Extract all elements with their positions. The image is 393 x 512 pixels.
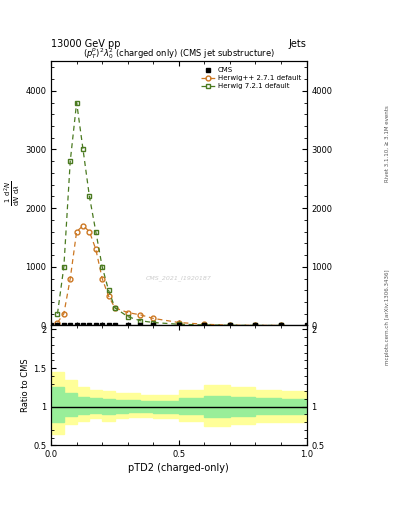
Bar [115, 393, 128, 418]
Bar [141, 400, 153, 412]
Bar [51, 372, 64, 434]
Bar [115, 400, 128, 413]
Text: Jets: Jets [289, 38, 307, 49]
Bar [102, 391, 115, 421]
Bar [230, 397, 255, 416]
Bar [281, 391, 307, 422]
Text: mcplots.cern.ch [arXiv:1306.3436]: mcplots.cern.ch [arXiv:1306.3436] [385, 270, 389, 365]
Bar [204, 396, 230, 417]
Bar [153, 400, 179, 413]
Bar [64, 393, 77, 416]
Bar [179, 398, 204, 415]
Text: CMS_2021_I1920187: CMS_2021_I1920187 [146, 275, 212, 281]
Y-axis label: $\frac{1}{\mathrm{d}N}\frac{\mathrm{d}^2 N}{\mathrm{d}\lambda}$: $\frac{1}{\mathrm{d}N}\frac{\mathrm{d}^2… [3, 181, 22, 206]
Bar [281, 399, 307, 415]
Bar [179, 390, 204, 421]
Title: $(p_T^p)^2\lambda_0^2$ (charged only) (CMS jet substructure): $(p_T^p)^2\lambda_0^2$ (charged only) (C… [83, 47, 275, 61]
Bar [255, 390, 281, 422]
Bar [204, 385, 230, 426]
Bar [77, 397, 90, 415]
Bar [64, 379, 77, 424]
Bar [153, 395, 179, 418]
Bar [77, 388, 90, 421]
Text: 13000 GeV pp: 13000 GeV pp [51, 38, 121, 49]
Bar [255, 398, 281, 415]
Bar [90, 398, 102, 413]
Bar [90, 390, 102, 418]
X-axis label: pTD2 (charged-only): pTD2 (charged-only) [129, 463, 229, 474]
Bar [102, 399, 115, 415]
Bar [128, 393, 141, 417]
Bar [141, 395, 153, 417]
Bar [230, 388, 255, 424]
Bar [51, 388, 64, 422]
Text: Rivet 3.1.10, ≥ 3.1M events: Rivet 3.1.10, ≥ 3.1M events [385, 105, 389, 182]
Legend: CMS, Herwig++ 2.7.1 default, Herwig 7.2.1 default: CMS, Herwig++ 2.7.1 default, Herwig 7.2.… [199, 65, 303, 91]
Y-axis label: Ratio to CMS: Ratio to CMS [21, 358, 30, 412]
Bar [128, 400, 141, 412]
